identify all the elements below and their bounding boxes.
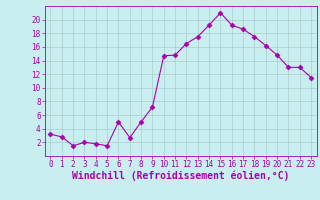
- X-axis label: Windchill (Refroidissement éolien,°C): Windchill (Refroidissement éolien,°C): [72, 171, 290, 181]
